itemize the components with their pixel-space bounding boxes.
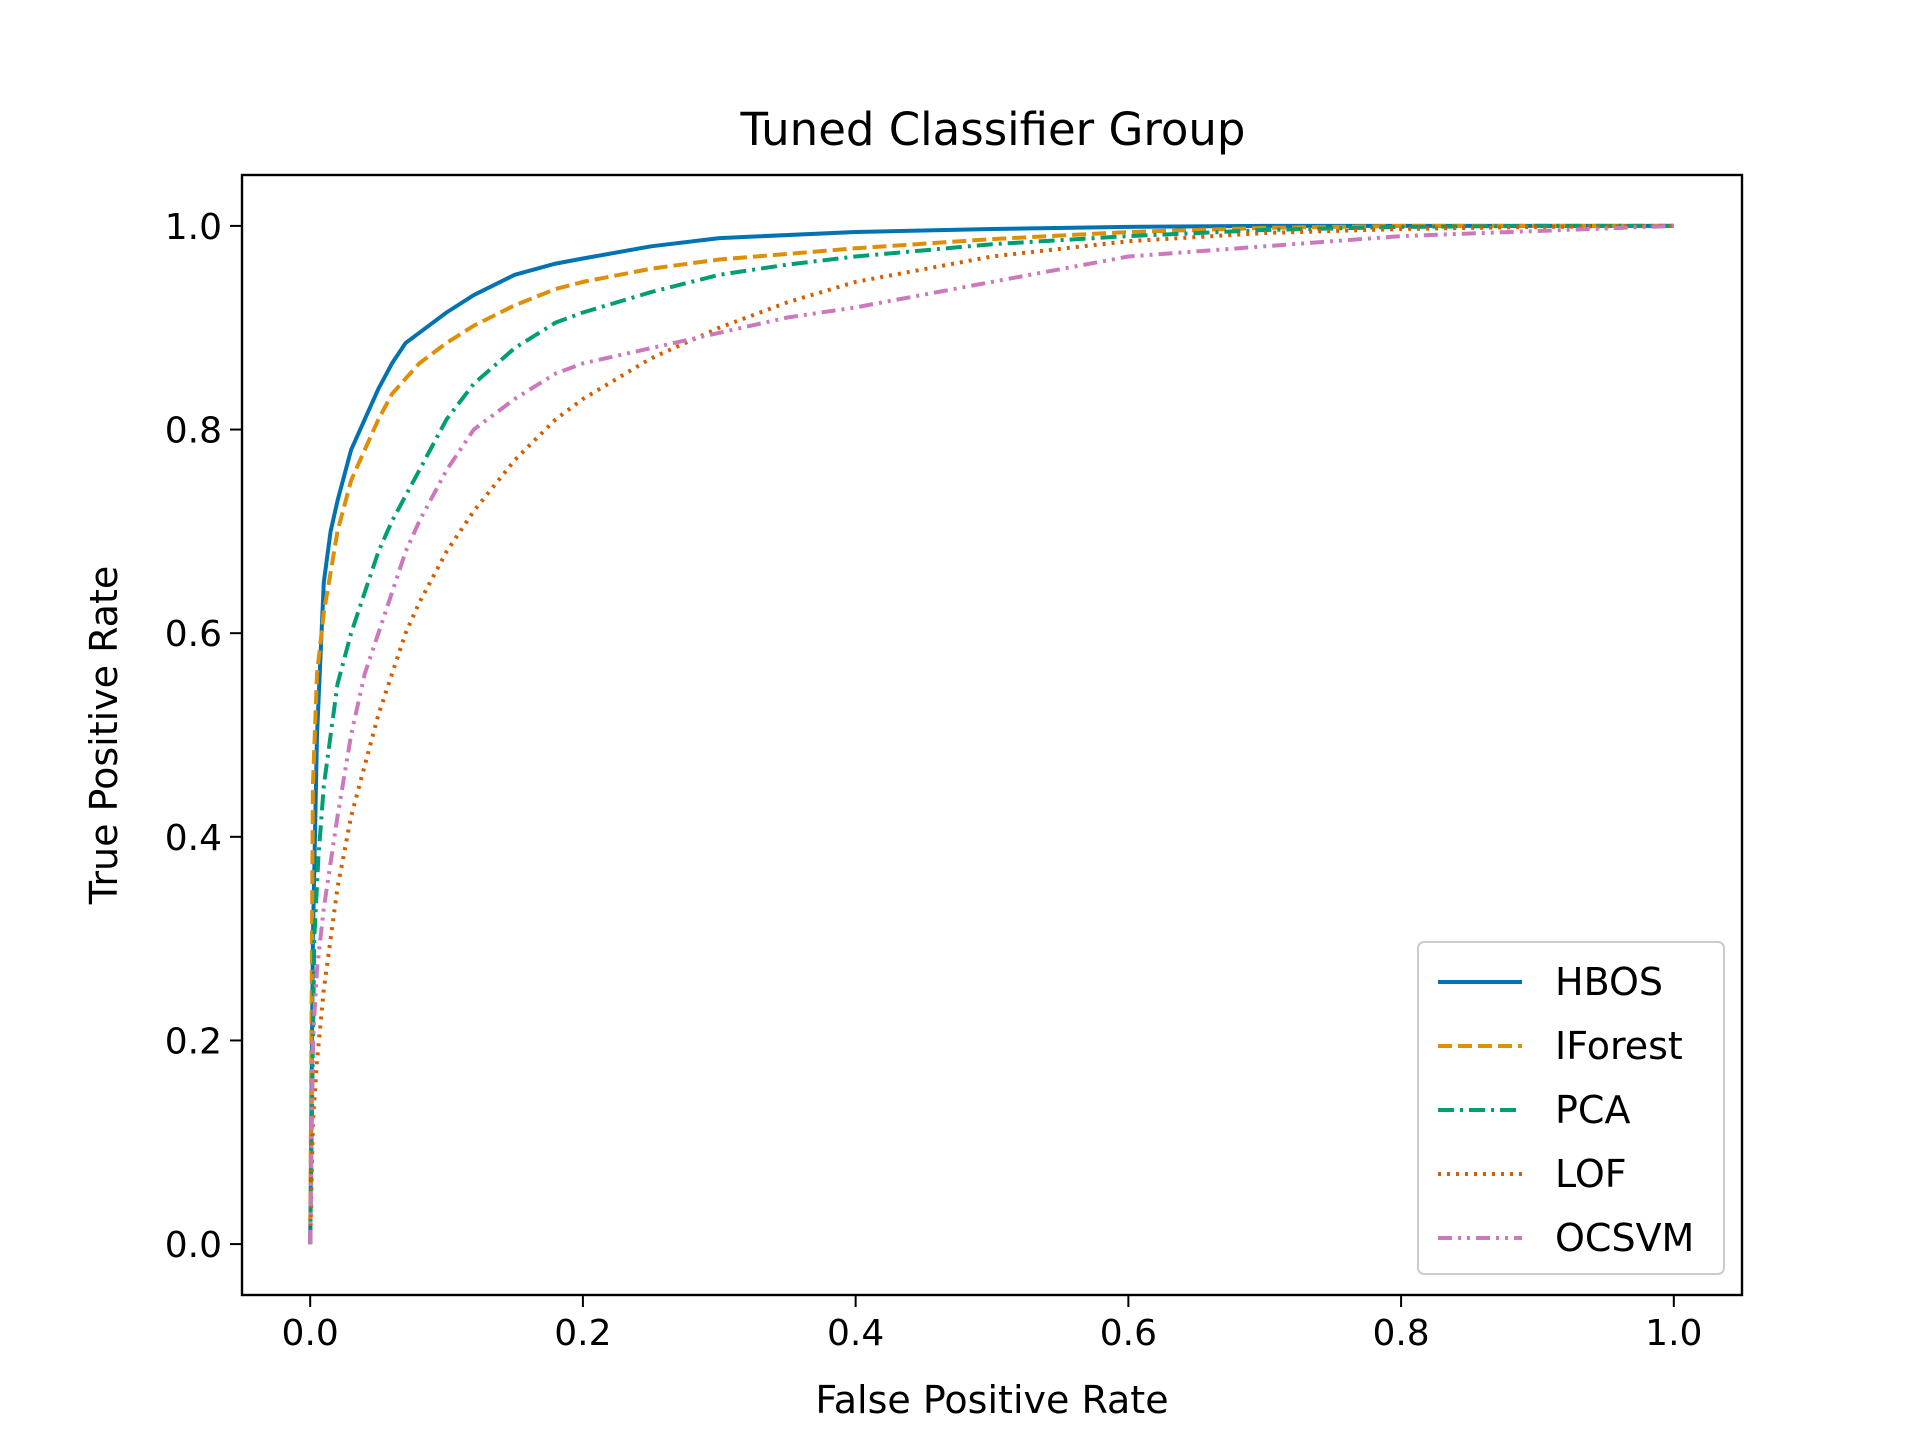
legend-label-pca: PCA — [1555, 1088, 1630, 1132]
legend-label-hbos: HBOS — [1555, 960, 1663, 1004]
legend-label-lof: LOF — [1555, 1152, 1627, 1196]
y-tick-label: 0.4 — [165, 818, 222, 859]
y-axis-label: True Positive Rate — [82, 566, 126, 906]
x-tick-label: 0.6 — [1100, 1313, 1157, 1354]
x-tick-label: 0.4 — [827, 1313, 884, 1354]
y-tick-label: 0.2 — [165, 1021, 222, 1062]
series-line-iforest — [308, 223, 1674, 1245]
x-tick-label: 1.0 — [1645, 1313, 1702, 1354]
x-tick-label: 0.8 — [1372, 1313, 1429, 1354]
y-tick-label: 0.6 — [165, 614, 222, 655]
y-tick-label: 1.0 — [165, 207, 222, 248]
legend: HBOS IForest PCA LOF OCSVM — [1417, 941, 1725, 1275]
plot-frame — [240, 173, 1744, 1297]
chart-title: Tuned Classifier Group — [740, 103, 1246, 156]
x-axis-label: False Positive Rate — [815, 1378, 1168, 1422]
series-line-lof — [308, 223, 1674, 1245]
legend-box — [1417, 941, 1725, 1275]
y-tick-label: 0.0 — [165, 1225, 222, 1266]
y-axis: 0.0 0.2 0.4 0.6 0.8 1.0 — [165, 207, 242, 1266]
x-tick-label: 0.0 — [282, 1313, 339, 1354]
legend-label-ocsvm: OCSVM — [1555, 1216, 1694, 1260]
series-layer — [308, 223, 1674, 1245]
legend-label-iforest: IForest — [1555, 1024, 1683, 1068]
series-line-hbos — [308, 223, 1674, 1245]
x-tick-label: 0.2 — [554, 1313, 611, 1354]
x-axis: 0.0 0.2 0.4 0.6 0.8 1.0 — [282, 1295, 1702, 1354]
series-line-pca — [308, 223, 1674, 1245]
y-tick-label: 0.8 — [165, 411, 222, 452]
series-line-ocsvm — [308, 223, 1674, 1245]
